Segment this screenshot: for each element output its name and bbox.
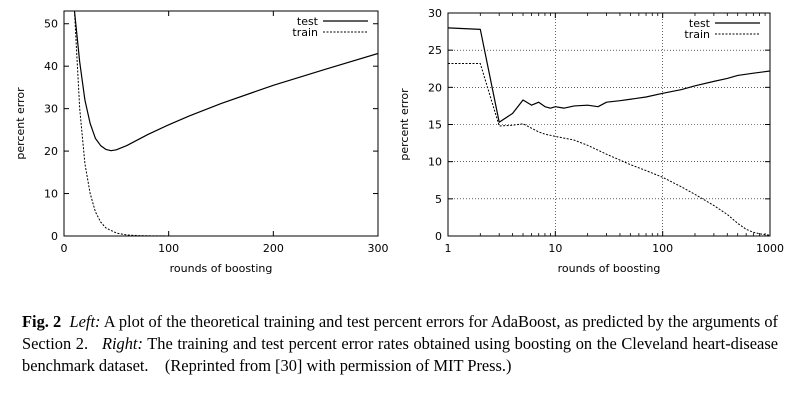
- right-y-tick-label: 30: [428, 7, 442, 20]
- left-plot-area: [73, 11, 378, 236]
- left-x-tick-label: 300: [368, 242, 389, 255]
- left-x-tick-label: 100: [158, 242, 179, 255]
- left-y-axis-label: percent error: [14, 87, 27, 160]
- caption-reprint-note: (Reprinted from [30] with permission of …: [164, 356, 512, 375]
- left-frame: [63, 10, 379, 237]
- left-y-tick-label: 50: [44, 18, 58, 31]
- right-x-tick-label: 1000: [756, 242, 784, 255]
- left-legend-label-test: test: [297, 15, 319, 28]
- right-legend-label-test: test: [689, 17, 711, 30]
- right-series-train: [448, 63, 770, 236]
- right-y-axis-label: percent error: [398, 88, 411, 161]
- left-x-axis-label: rounds of boosting: [170, 262, 273, 275]
- right-legend-label-train: train: [684, 28, 710, 41]
- right-series-test: [448, 27, 770, 123]
- left-y-tick-label: 40: [44, 60, 58, 73]
- caption-fig-label: Fig. 2: [22, 312, 62, 331]
- left-y-tick-label: 20: [44, 145, 58, 158]
- left-series-train: [73, 11, 378, 236]
- left-y-tick-label: 10: [44, 188, 58, 201]
- left-chart: 0 100 200 300 0 10 20 30 40 50 rounds of boosting p…: [14, 10, 389, 275]
- left-y-tick-label: 30: [44, 103, 58, 116]
- right-plot-area: [448, 27, 770, 236]
- caption-right-text: The training and test percent error rate…: [22, 334, 778, 375]
- left-x-tick-label: 200: [263, 242, 284, 255]
- caption-right-label: Right:: [101, 334, 143, 353]
- right-x-tick-label: 1: [445, 242, 452, 255]
- left-legend-label-train: train: [292, 26, 318, 39]
- left-series-test: [73, 11, 378, 152]
- right-y-tick-label: 0: [435, 230, 442, 243]
- right-y-tick-label: 25: [428, 44, 442, 57]
- left-y-tick-label: 0: [51, 230, 58, 243]
- right-y-tick-label: 20: [428, 81, 442, 94]
- figure-caption: Fig. 2 Left: A plot of the theoretical t…: [22, 311, 778, 377]
- right-y-tick-label: 5: [435, 193, 442, 206]
- right-x-axis-label: rounds of boosting: [558, 262, 661, 275]
- right-x-tick-label: 10: [548, 242, 562, 255]
- right-x-tick-label: 100: [652, 242, 673, 255]
- left-x-tick-label: 0: [61, 242, 68, 255]
- caption-left-text: A plot of the theoretical training and t…: [22, 312, 778, 353]
- right-y-tick-label: 10: [428, 156, 442, 169]
- caption-left-label: Left:: [69, 312, 101, 331]
- right-y-tick-label: 15: [428, 119, 442, 132]
- right-chart: 1 10 100 1000 0 5 10 15 20 25 30 rounds of boosting…: [398, 7, 784, 275]
